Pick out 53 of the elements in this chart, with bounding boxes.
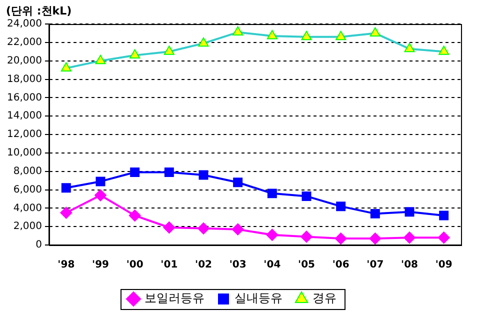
point xyxy=(61,183,71,193)
point xyxy=(233,178,243,188)
x-tick-label: '03 xyxy=(229,260,246,271)
y-tick-label: 10,000 xyxy=(6,148,42,159)
point xyxy=(336,202,346,212)
point xyxy=(130,168,140,177)
y-tick-label: 16,000 xyxy=(6,92,42,104)
point xyxy=(302,191,312,201)
point xyxy=(404,207,414,217)
y-tick-label: 20,000 xyxy=(6,55,42,66)
point xyxy=(232,223,244,236)
y-tick-label: 14,000 xyxy=(6,110,42,122)
x-tick-label: '07 xyxy=(366,260,384,271)
point xyxy=(300,230,312,243)
x-tick-label: '09 xyxy=(435,260,452,271)
point xyxy=(266,228,278,241)
point xyxy=(94,189,106,202)
x-tick-label: '02 xyxy=(195,260,212,271)
y-tick-label: 24,000 xyxy=(6,18,42,30)
point xyxy=(404,232,416,244)
y-tick-label: 12,000 xyxy=(6,129,42,140)
x-tick-label: '04 xyxy=(264,260,281,271)
x-tick-label: '01 xyxy=(160,260,178,271)
y-tick-label: 4,000 xyxy=(13,202,42,214)
y-tick-label: 6,000 xyxy=(13,184,42,196)
point xyxy=(198,170,208,180)
y-tick-label: 22,000 xyxy=(6,37,42,48)
point xyxy=(369,232,382,245)
point xyxy=(164,168,174,177)
x-tick-label: '08 xyxy=(401,260,418,271)
y-tick-label: 2,000 xyxy=(13,221,42,232)
y-tick-label: 18,000 xyxy=(6,74,42,85)
point xyxy=(96,176,106,186)
x-tick-label: '05 xyxy=(298,260,316,271)
legend-label: 경유 xyxy=(312,291,336,306)
point xyxy=(439,210,449,220)
x-tick-label: '06 xyxy=(332,260,350,271)
point xyxy=(197,222,210,234)
point xyxy=(128,210,141,222)
point xyxy=(163,222,176,234)
point xyxy=(267,188,277,198)
y-axis-title: (단위 :천kL) xyxy=(6,4,72,18)
point xyxy=(334,232,347,245)
y-tick-label: 0 xyxy=(36,240,42,251)
legend-label: 보일러등유 xyxy=(144,291,204,306)
point xyxy=(438,232,450,244)
point xyxy=(370,208,380,218)
point xyxy=(60,206,72,219)
x-tick-label: '98 xyxy=(58,260,75,271)
y-tick-label: 8,000 xyxy=(13,166,42,177)
x-tick-label: '99 xyxy=(92,260,110,271)
x-tick-label: '00 xyxy=(126,260,144,271)
legend-label: 실내등유 xyxy=(234,291,282,306)
